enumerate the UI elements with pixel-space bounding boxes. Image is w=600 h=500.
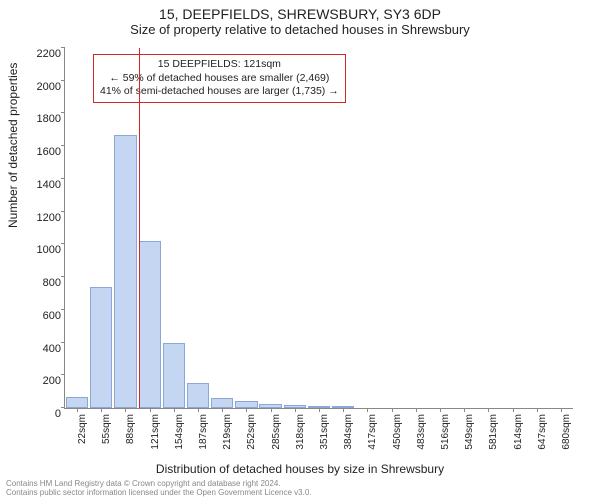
y-tick-mark (61, 211, 65, 212)
y-tick-label: 600 (23, 310, 61, 322)
y-tick-mark (61, 80, 65, 81)
annotation-line2: ← 59% of detached houses are smaller (2,… (100, 72, 339, 86)
chart-container: 15, DEEPFIELDS, SHREWSBURY, SY3 6DP Size… (0, 0, 600, 500)
x-tick-label: 384sqm (343, 414, 354, 462)
x-tick-mark (125, 408, 126, 412)
x-tick-label: 450sqm (392, 414, 403, 462)
y-tick-label: 1600 (23, 146, 61, 158)
x-tick-mark (513, 408, 514, 412)
y-tick-label: 0 (23, 408, 61, 420)
x-tick-label: 22sqm (77, 414, 88, 462)
x-tick-label: 351sqm (319, 414, 330, 462)
x-tick-label: 318sqm (295, 414, 306, 462)
histogram-bar (187, 383, 209, 408)
histogram-bar (139, 241, 161, 408)
x-tick-mark (222, 408, 223, 412)
annotation-line1: 15 DEEPFIELDS: 121sqm (100, 58, 339, 72)
x-tick-mark (537, 408, 538, 412)
x-tick-label: 516sqm (440, 414, 451, 462)
x-tick-label: 483sqm (416, 414, 427, 462)
x-tick-label: 680sqm (561, 414, 572, 462)
histogram-bar (90, 287, 112, 408)
annotation-line3: 41% of semi-detached houses are larger (… (100, 85, 339, 99)
y-tick-mark (61, 407, 65, 408)
x-tick-label: 88sqm (125, 414, 136, 462)
y-tick-label: 1400 (23, 179, 61, 191)
y-tick-mark (61, 178, 65, 179)
x-tick-label: 252sqm (246, 414, 257, 462)
footer-line2: Contains public sector information licen… (6, 488, 312, 498)
x-tick-label: 581sqm (488, 414, 499, 462)
x-tick-mark (319, 408, 320, 412)
x-tick-label: 285sqm (271, 414, 282, 462)
y-tick-label: 200 (23, 375, 61, 387)
y-tick-label: 1000 (23, 244, 61, 256)
y-tick-mark (61, 112, 65, 113)
x-tick-label: 417sqm (367, 414, 378, 462)
x-tick-mark (440, 408, 441, 412)
x-tick-label: 55sqm (101, 414, 112, 462)
y-tick-mark (61, 276, 65, 277)
y-tick-mark (61, 309, 65, 310)
x-tick-label: 121sqm (150, 414, 161, 462)
x-tick-label: 154sqm (174, 414, 185, 462)
y-tick-mark (61, 342, 65, 343)
y-tick-mark (61, 145, 65, 146)
x-tick-mark (343, 408, 344, 412)
y-tick-mark (61, 374, 65, 375)
x-tick-mark (198, 408, 199, 412)
x-tick-label: 187sqm (198, 414, 209, 462)
histogram-bar (211, 398, 233, 408)
x-tick-mark (367, 408, 368, 412)
x-tick-mark (77, 408, 78, 412)
x-tick-label: 219sqm (222, 414, 233, 462)
x-tick-mark (174, 408, 175, 412)
y-axis-label: Number of detached properties (6, 63, 20, 228)
footer-attribution: Contains HM Land Registry data © Crown c… (6, 479, 312, 498)
reference-line (139, 48, 140, 408)
y-tick-label: 800 (23, 277, 61, 289)
x-tick-mark (246, 408, 247, 412)
x-tick-mark (101, 408, 102, 412)
y-tick-label: 400 (23, 343, 61, 355)
x-tick-mark (271, 408, 272, 412)
y-tick-label: 2200 (23, 48, 61, 60)
x-tick-mark (488, 408, 489, 412)
x-tick-label: 647sqm (537, 414, 548, 462)
histogram-bar (66, 397, 88, 408)
x-tick-mark (464, 408, 465, 412)
chart-title-line2: Size of property relative to detached ho… (0, 22, 600, 37)
x-tick-mark (392, 408, 393, 412)
y-tick-label: 1800 (23, 113, 61, 125)
plot-area: 15 DEEPFIELDS: 121sqm ← 59% of detached … (64, 48, 573, 409)
chart-title-line1: 15, DEEPFIELDS, SHREWSBURY, SY3 6DP (0, 0, 600, 22)
x-tick-label: 549sqm (464, 414, 475, 462)
x-axis-label: Distribution of detached houses by size … (0, 462, 600, 476)
annotation-box: 15 DEEPFIELDS: 121sqm ← 59% of detached … (93, 54, 346, 103)
footer-line1: Contains HM Land Registry data © Crown c… (6, 479, 312, 489)
x-tick-mark (150, 408, 151, 412)
y-tick-mark (61, 243, 65, 244)
x-tick-label: 614sqm (513, 414, 524, 462)
x-tick-mark (416, 408, 417, 412)
y-tick-label: 2000 (23, 81, 61, 93)
x-tick-mark (295, 408, 296, 412)
y-tick-mark (61, 47, 65, 48)
x-tick-mark (561, 408, 562, 412)
histogram-bar (163, 343, 185, 408)
y-tick-label: 1200 (23, 212, 61, 224)
histogram-bar (114, 135, 136, 408)
